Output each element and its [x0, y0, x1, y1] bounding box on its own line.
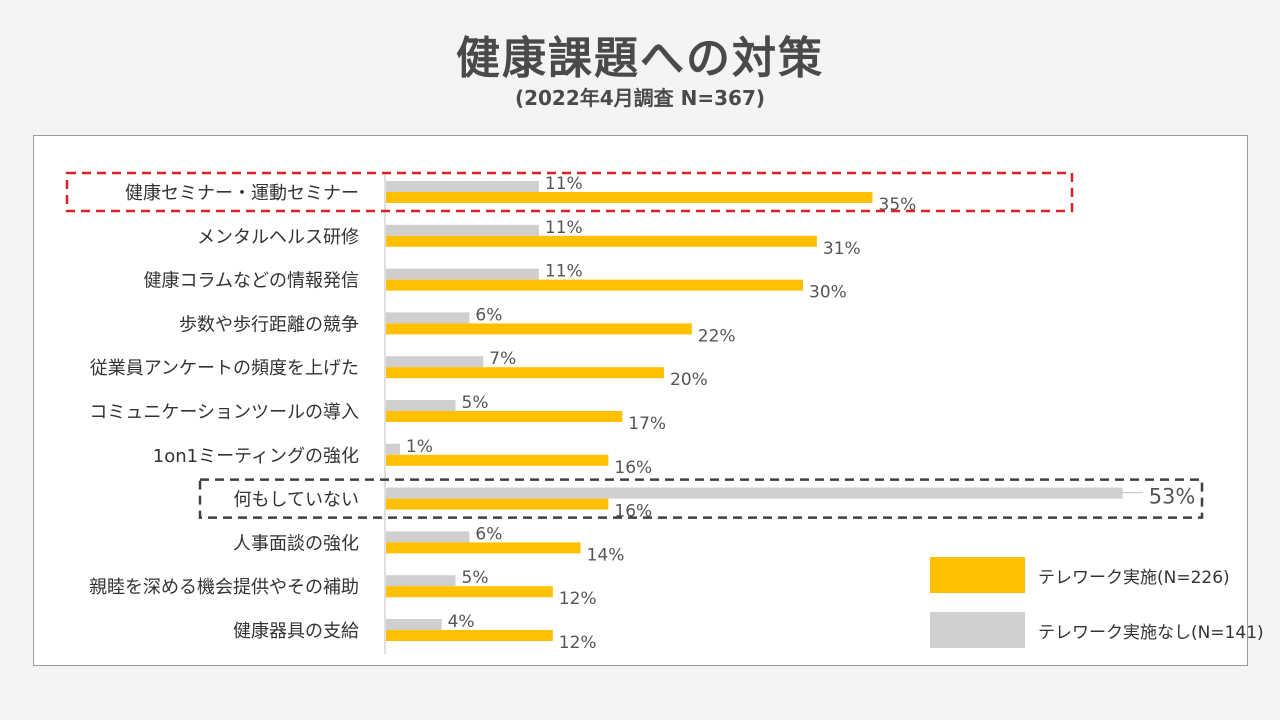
data-label-no-telework: 6% — [475, 524, 502, 544]
data-label-no-telework: 4% — [448, 612, 475, 632]
data-label-no-telework: 1% — [406, 437, 433, 457]
data-label-telework: 17% — [628, 414, 666, 434]
bar-telework — [386, 454, 609, 466]
data-label-no-telework: 11% — [545, 262, 583, 282]
data-label-telework: 12% — [559, 589, 597, 609]
category-label: 健康セミナー・運動セミナー — [125, 183, 359, 204]
bar-telework — [386, 235, 817, 247]
data-label-telework: 20% — [670, 370, 708, 390]
bar-no-telework — [386, 181, 539, 192]
bar-no-telework — [386, 312, 470, 324]
page-subtitle: (2022年4月調査 N=367) — [514, 86, 766, 110]
data-label-no-telework: 5% — [462, 393, 489, 413]
data-label-no-telework: 11% — [545, 218, 583, 238]
data-label-telework: 14% — [587, 545, 625, 565]
data-label-no-telework: 5% — [462, 568, 489, 588]
category-label: 人事面談の強化 — [233, 533, 359, 554]
data-label-no-telework: 7% — [489, 349, 516, 369]
data-label-telework: 16% — [614, 458, 652, 478]
bar-no-telework — [386, 268, 539, 280]
bar-no-telework — [386, 619, 442, 630]
category-label: 1on1ミーティングの強化 — [153, 446, 359, 467]
legend-swatch-no-telework — [930, 612, 1025, 648]
legend-label-no-telework: テレワーク実施なし(N=141) — [1038, 623, 1264, 643]
bar-no-telework — [386, 531, 470, 543]
category-label: 健康器具の支給 — [233, 621, 359, 642]
bar-no-telework — [386, 443, 400, 455]
bar-telework — [386, 411, 623, 422]
highlight-box-dark — [198, 478, 1204, 519]
bar-chart: 健康セミナー・運動セミナー 11%35%メンタルヘルス研修 11%31%健康コラムな… — [65, 171, 1204, 654]
data-label-telework: 30% — [809, 283, 847, 303]
bar-no-telework — [386, 575, 456, 587]
legend-label-telework: テレワーク実施(N=226) — [1038, 568, 1230, 588]
bar-no-telework — [386, 224, 539, 236]
category-label: メンタルヘルス研修 — [197, 227, 359, 248]
bar-telework — [386, 630, 553, 641]
data-label-no-telework: 6% — [475, 305, 502, 325]
category-label: 健康コラムなどの情報発信 — [144, 271, 359, 292]
data-label-telework: 31% — [823, 239, 861, 259]
category-label: 従業員アンケートの頻度を上げた — [90, 358, 359, 379]
data-label-telework: 22% — [698, 326, 736, 346]
bar-telework — [386, 323, 692, 335]
bar-no-telework — [386, 400, 456, 411]
highlight-box-red — [65, 171, 1074, 213]
data-label-telework: 12% — [559, 633, 597, 653]
data-label-no-telework: 53% — [1149, 485, 1196, 509]
bar-telework — [386, 586, 553, 598]
legend-swatch-telework — [930, 557, 1025, 593]
bar-telework — [386, 279, 803, 291]
bar-no-telework — [386, 487, 1123, 499]
category-label: 親睦を深める機会提供やその補助 — [89, 577, 359, 598]
page-title: 健康課題への対策 — [456, 33, 824, 84]
chart-panel: 健康セミナー・運動セミナー 11% 35% メンタルヘルス研修 11% 31% 健康コラムな… — [33, 135, 1264, 666]
bar-no-telework — [386, 356, 484, 368]
bar-telework — [386, 542, 581, 554]
data-label-no-telework: 11% — [545, 174, 583, 194]
bar-telework — [386, 498, 609, 510]
bar-telework — [386, 367, 664, 379]
bar-telework — [386, 192, 873, 203]
category-label: 歩数や歩行距離の競争 — [179, 314, 359, 335]
data-label-telework: 16% — [614, 502, 652, 522]
category-label: 何もしていない — [234, 490, 359, 511]
category-label: コミュニケーションツールの導入 — [89, 402, 359, 423]
